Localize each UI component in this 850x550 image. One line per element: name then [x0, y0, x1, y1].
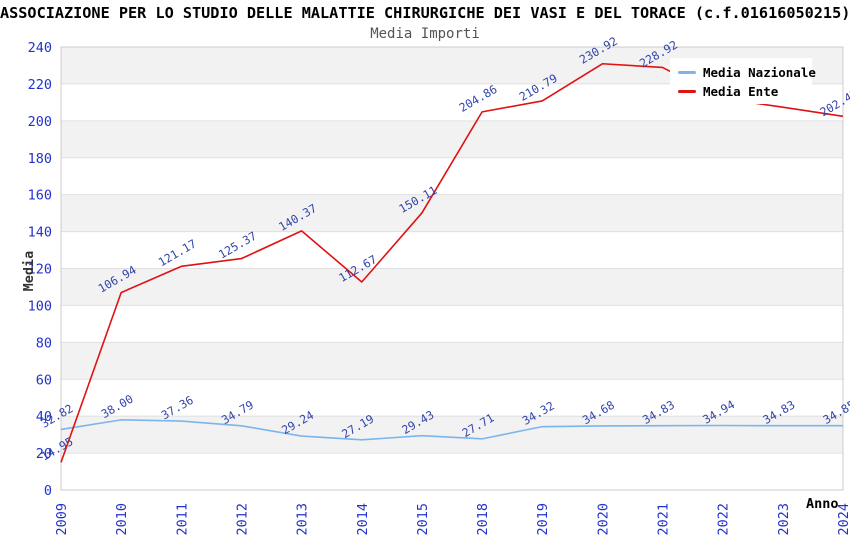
media-nazionale-dash-icon: [678, 71, 696, 74]
svg-text:100: 100: [28, 298, 52, 314]
chart-subtitle: Media Importi: [370, 26, 480, 42]
svg-text:20: 20: [36, 446, 52, 462]
svg-text:2015: 2015: [415, 503, 431, 536]
svg-text:140: 140: [28, 225, 52, 241]
y-axis-title: Media: [21, 250, 37, 292]
legend-item-media-nazionale[interactable]: Media Nazionale: [678, 63, 816, 82]
legend-item-media-ente[interactable]: Media Ente: [678, 82, 812, 101]
svg-text:160: 160: [28, 188, 52, 204]
legend-label-media-nazionale: Media Nazionale: [703, 65, 816, 80]
svg-text:2020: 2020: [595, 503, 611, 536]
svg-text:2021: 2021: [656, 503, 672, 536]
svg-text:2019: 2019: [535, 503, 551, 536]
svg-text:240: 240: [28, 40, 52, 56]
svg-text:2012: 2012: [234, 503, 250, 536]
svg-text:40: 40: [36, 409, 52, 425]
svg-text:2010: 2010: [114, 503, 130, 536]
svg-text:60: 60: [36, 372, 52, 388]
svg-text:0: 0: [44, 483, 52, 499]
svg-text:180: 180: [28, 151, 52, 167]
svg-text:2024: 2024: [836, 503, 850, 536]
svg-text:2014: 2014: [355, 503, 371, 536]
svg-text:14.95: 14.95: [39, 434, 76, 463]
svg-text:2018: 2018: [475, 503, 491, 536]
svg-text:2023: 2023: [776, 503, 792, 536]
chart-title: ASSOCIAZIONE PER LO STUDIO DELLE MALATTI…: [0, 4, 850, 22]
svg-text:80: 80: [36, 335, 52, 351]
media-ente-dash-icon: [678, 90, 696, 93]
svg-text:120: 120: [28, 262, 52, 278]
svg-text:2011: 2011: [174, 503, 190, 536]
svg-text:2013: 2013: [295, 503, 311, 536]
legend: Media Nazionale Media Ente: [670, 58, 816, 104]
svg-text:125.37: 125.37: [216, 229, 259, 262]
legend-label-media-ente: Media Ente: [703, 84, 779, 99]
svg-text:220: 220: [28, 77, 52, 93]
svg-text:2009: 2009: [54, 503, 70, 536]
x-axis-title: Anno: [806, 496, 839, 512]
svg-text:2022: 2022: [716, 503, 732, 536]
svg-text:200: 200: [28, 114, 52, 130]
